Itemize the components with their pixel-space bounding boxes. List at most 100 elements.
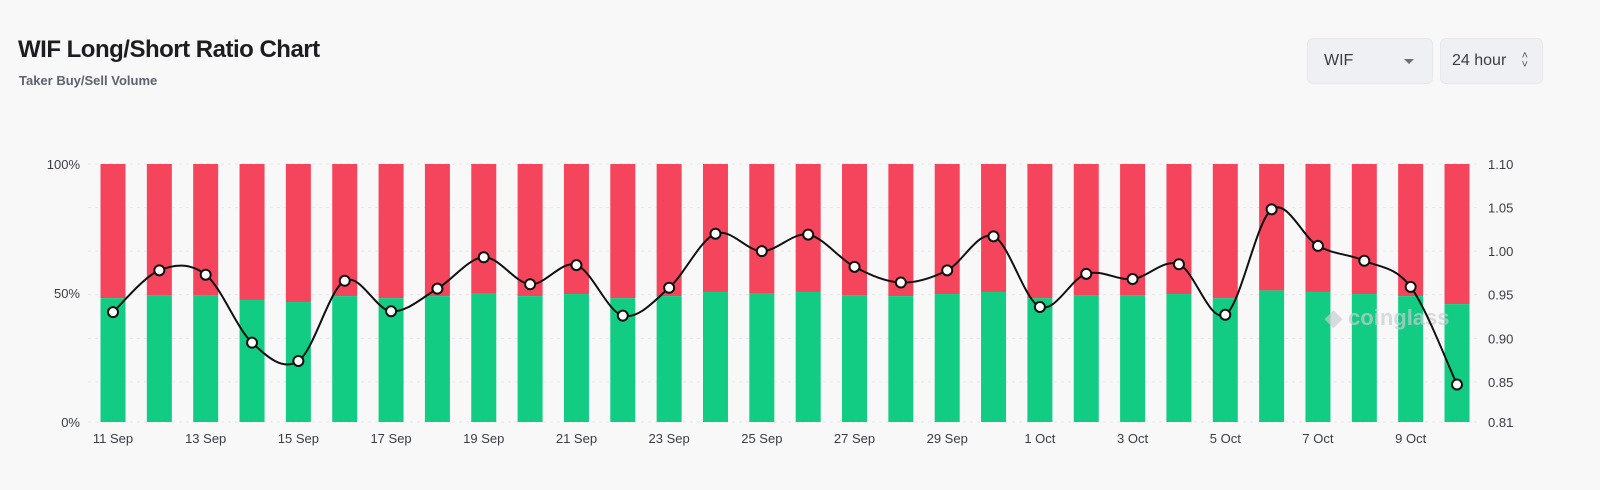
x-axis-tick: 17 Sep	[370, 431, 411, 446]
short-bar	[1166, 164, 1192, 295]
x-axis-tick: 21 Sep	[556, 431, 597, 446]
short-bar	[1444, 164, 1470, 305]
short-bar	[795, 164, 821, 292]
long-bar	[378, 298, 404, 422]
x-axis-tick: 29 Sep	[927, 431, 968, 446]
ratio-point	[1126, 273, 1139, 286]
short-bar	[100, 164, 126, 299]
page-title: WIF Long/Short Ratio Chart	[18, 36, 320, 63]
ratio-point	[894, 276, 907, 289]
x-axis-tick: 19 Sep	[463, 431, 504, 446]
long-bar	[1398, 296, 1424, 422]
ratio-point	[1404, 280, 1417, 293]
ratio-point	[1451, 378, 1463, 391]
long-bar	[563, 294, 589, 422]
ratio-point	[663, 281, 676, 294]
long-bar	[656, 296, 682, 422]
long-bar	[332, 296, 358, 422]
short-bar	[1351, 164, 1377, 295]
symbol-select[interactable]: WIF	[1307, 38, 1433, 84]
long-bar	[1305, 291, 1331, 422]
x-axis-tick: 27 Sep	[834, 431, 875, 446]
long-bar	[239, 299, 265, 422]
long-bar	[193, 295, 219, 422]
x-axis-tick: 25 Sep	[741, 431, 782, 446]
ratio-point	[1033, 300, 1046, 313]
ratio-point	[431, 282, 444, 295]
long-bar	[146, 295, 172, 422]
up-down-chevron-icon: ˄ ˅	[1521, 50, 1528, 71]
ratio-point	[570, 259, 583, 272]
long-bar	[702, 291, 728, 422]
long-bar	[1120, 295, 1146, 422]
ratio-point	[1172, 258, 1185, 271]
long-bar	[749, 293, 775, 422]
x-axis-tick: 3 Oct	[1117, 431, 1148, 446]
x-axis-tick: 13 Sep	[185, 431, 226, 446]
x-axis-tick: 11 Sep	[93, 431, 133, 446]
long-bar	[424, 296, 450, 422]
long-bar	[1073, 295, 1099, 422]
x-axis-tick: 5 Oct	[1210, 431, 1241, 446]
ratio-point	[1358, 254, 1371, 267]
ratio-point	[338, 274, 351, 287]
x-axis-tick: 23 Sep	[649, 431, 690, 446]
ratio-point	[755, 245, 768, 258]
short-bar	[981, 164, 1007, 292]
left-axis-tick: 0%	[61, 415, 80, 430]
right-axis-tick: 0.81	[1488, 415, 1513, 430]
long-bar	[517, 296, 543, 422]
long-bar	[1027, 298, 1053, 422]
short-bar	[239, 164, 265, 300]
right-axis-tick: 0.90	[1488, 331, 1513, 346]
ratio-point	[1311, 239, 1324, 252]
short-bar	[285, 164, 311, 303]
right-axis-tick: 1.10	[1488, 157, 1513, 172]
ratio-point	[246, 336, 259, 349]
right-axis-tick: 0.85	[1488, 375, 1513, 390]
left-axis-tick: 100%	[47, 157, 81, 172]
short-bar	[888, 164, 914, 297]
long-bar	[1351, 294, 1377, 422]
long-bar	[1259, 290, 1285, 422]
long-bar	[888, 296, 914, 422]
short-bar	[749, 164, 775, 293]
ratio-point	[153, 264, 166, 277]
left-axis-tick: 50%	[54, 286, 80, 301]
short-bar	[424, 164, 450, 297]
long-bar	[981, 291, 1007, 422]
interval-select[interactable]: 24 hour ˄ ˅	[1440, 38, 1543, 84]
short-bar	[1398, 164, 1424, 297]
short-bar	[378, 164, 404, 299]
ratio-point	[292, 354, 305, 367]
short-bar	[656, 164, 682, 297]
ratio-point	[524, 278, 537, 291]
chevron-down-icon	[1404, 59, 1414, 64]
x-axis-tick: 15 Sep	[278, 431, 319, 446]
right-axis-tick: 0.95	[1488, 288, 1513, 303]
x-axis-tick: 7 Oct	[1302, 431, 1333, 446]
ratio-point	[1219, 308, 1232, 321]
ratio-line	[112, 206, 1458, 385]
ratio-point	[477, 251, 490, 264]
long-bar	[471, 293, 497, 422]
x-axis-tick: 1 Oct	[1024, 431, 1055, 446]
long-bar	[1166, 294, 1192, 422]
short-bar	[842, 164, 868, 296]
right-axis-tick: 1.00	[1488, 244, 1513, 259]
short-bar	[610, 164, 636, 299]
short-bar	[1212, 164, 1238, 299]
short-bar	[332, 164, 358, 297]
short-bar	[563, 164, 589, 295]
ratio-point	[107, 306, 119, 319]
ratio-point	[941, 264, 954, 277]
symbol-select-value: WIF	[1324, 52, 1354, 69]
long-bar	[934, 294, 960, 422]
ratio-point	[987, 230, 1000, 243]
ratio-point	[802, 228, 815, 241]
short-bar	[1305, 164, 1331, 292]
short-bar	[471, 164, 497, 293]
ratio-point	[709, 227, 722, 240]
ratio-point	[848, 260, 861, 273]
